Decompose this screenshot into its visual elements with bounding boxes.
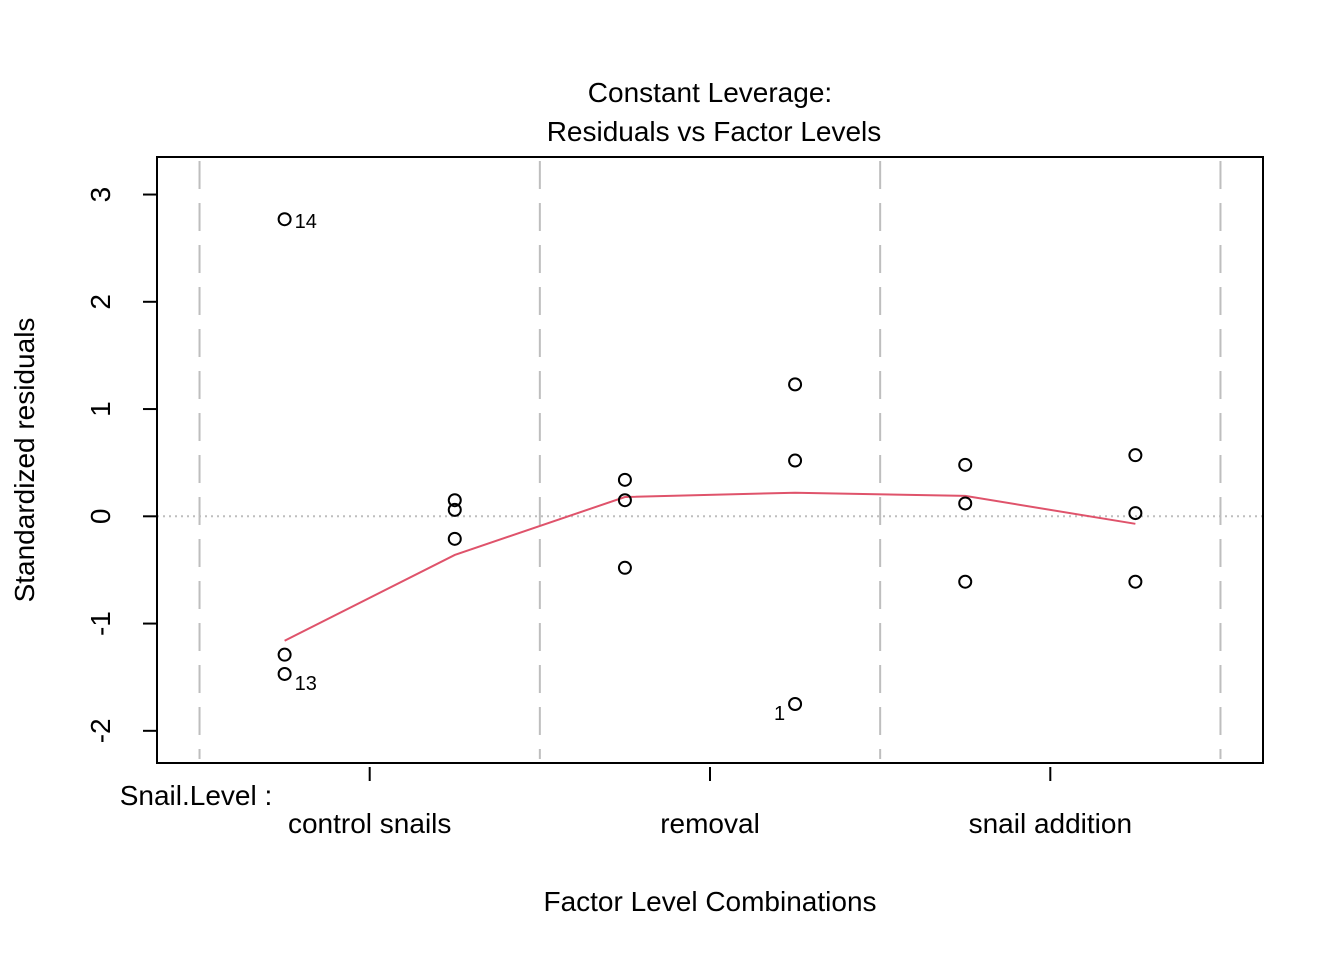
data-point bbox=[447, 502, 462, 517]
data-point bbox=[1128, 506, 1143, 521]
data-point bbox=[1128, 448, 1143, 463]
data-point bbox=[447, 493, 462, 508]
factor-label: Snail.Level : bbox=[120, 780, 273, 811]
data-point bbox=[277, 212, 292, 227]
point-labels: 14 13 1 bbox=[295, 211, 785, 725]
data-point bbox=[958, 574, 973, 589]
data-point bbox=[788, 453, 803, 468]
data-point bbox=[447, 531, 462, 546]
x-axis: control snails removal snail addition bbox=[288, 767, 1132, 839]
x-category-label: snail addition bbox=[969, 808, 1132, 839]
data-point bbox=[1128, 574, 1143, 589]
data-point bbox=[958, 457, 973, 472]
y-tick-label: -1 bbox=[85, 611, 116, 636]
x-axis-label: Factor Level Combinations bbox=[543, 886, 876, 917]
data-point bbox=[788, 697, 803, 712]
y-tick-label: 1 bbox=[85, 401, 116, 417]
plot-frame bbox=[156, 156, 1264, 764]
y-tick-label: 0 bbox=[85, 509, 116, 525]
y-tick-label: -2 bbox=[85, 718, 116, 743]
data-point bbox=[277, 666, 292, 681]
data-point bbox=[617, 472, 632, 487]
y-tick-label: 2 bbox=[85, 294, 116, 310]
chart-title-line1: Constant Leverage: bbox=[588, 77, 832, 108]
group-separators bbox=[198, 161, 1222, 759]
y-tick-label: 3 bbox=[85, 187, 116, 203]
data-point bbox=[617, 560, 632, 575]
smoothed-trend-line bbox=[284, 491, 1136, 642]
x-category-label: removal bbox=[660, 808, 760, 839]
y-axis: -2 -1 0 1 2 3 bbox=[85, 187, 158, 743]
data-point bbox=[958, 496, 973, 511]
data-point bbox=[277, 647, 292, 662]
data-points bbox=[277, 212, 1143, 712]
chart-title-line2: Residuals vs Factor Levels bbox=[547, 116, 882, 147]
point-label: 1 bbox=[774, 703, 785, 725]
y-axis-label: Standardized residuals bbox=[9, 318, 40, 603]
x-category-label: control snails bbox=[288, 808, 451, 839]
point-label: 14 bbox=[295, 211, 317, 233]
data-point bbox=[617, 493, 632, 508]
point-label: 13 bbox=[295, 673, 317, 695]
data-point bbox=[788, 377, 803, 392]
